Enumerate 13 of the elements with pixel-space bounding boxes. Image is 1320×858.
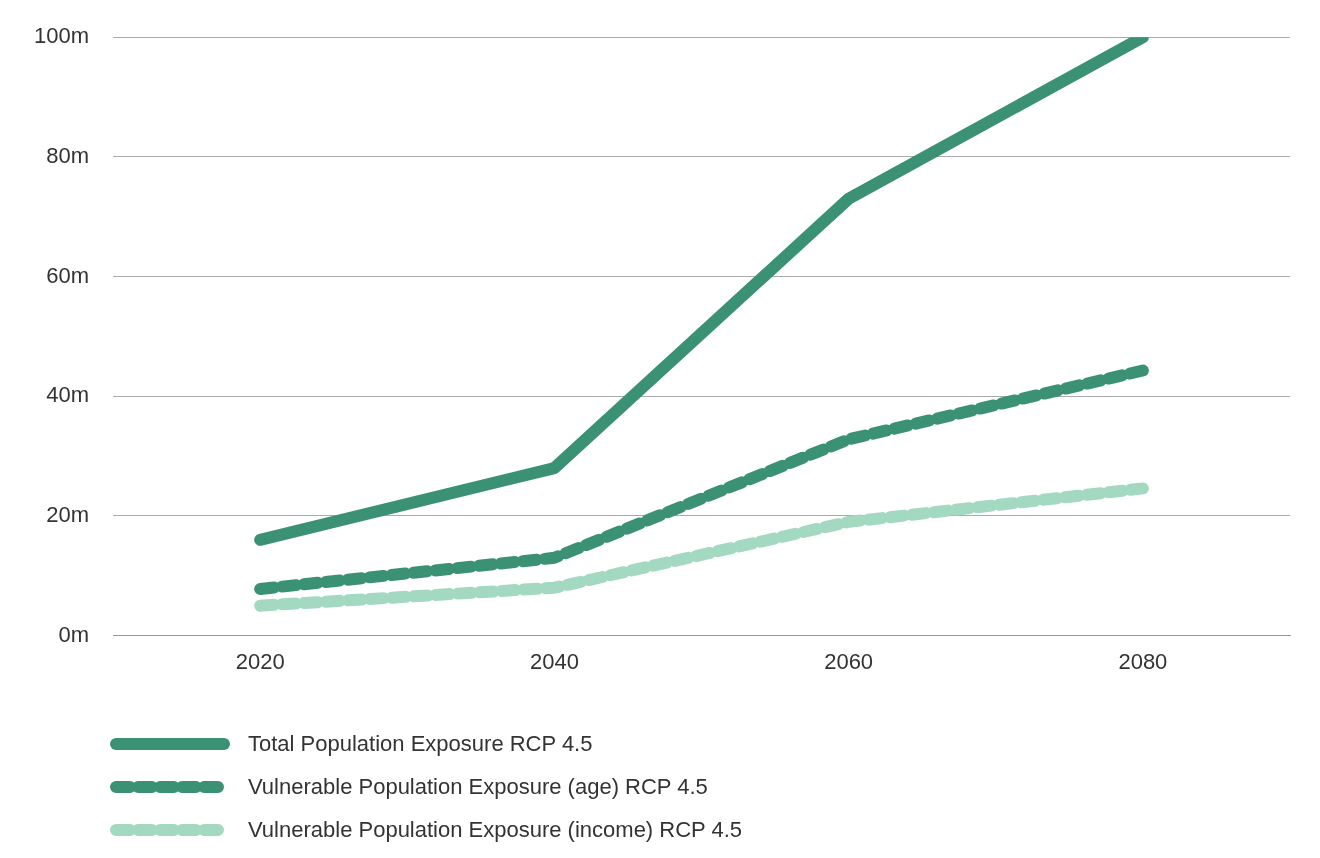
x-tick-label: 2020 (235, 648, 285, 674)
legend-label: Vulnerable Population Exposure (age) RCP 4.5 (248, 773, 708, 800)
legend-label: Vulnerable Population Exposure (income) RCP 4.5 (248, 816, 743, 843)
y-tick-label: 0m (58, 621, 90, 647)
x-tick-label: 2080 (1118, 648, 1168, 674)
y-tick-label: 60m (46, 262, 90, 288)
x-tick-label: 2060 (824, 648, 874, 674)
y-tick-label: 100m (33, 23, 90, 49)
y-tick-label: 20m (46, 501, 90, 527)
x-tick-label: 2040 (529, 648, 579, 674)
y-tick-label: 80m (46, 142, 90, 168)
legend-label: Total Population Exposure RCP 4.5 (248, 730, 593, 757)
y-tick-label: 40m (46, 382, 90, 408)
